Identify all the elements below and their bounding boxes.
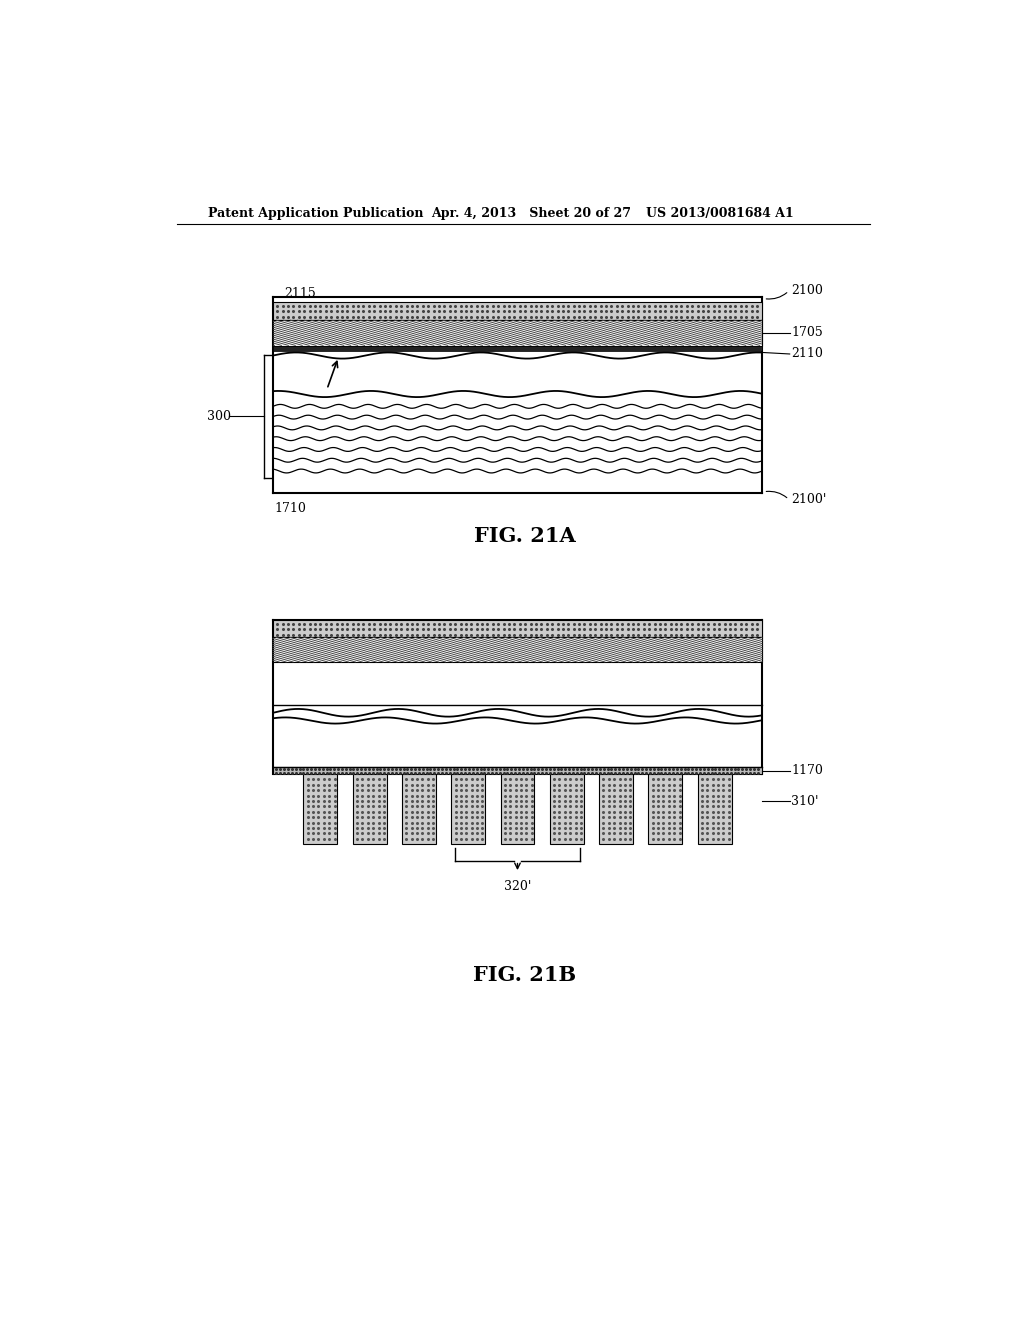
Text: Patent Application Publication: Patent Application Publication — [208, 207, 423, 220]
Text: 2110: 2110 — [792, 347, 823, 360]
Bar — [273, 351, 762, 494]
Text: 1710: 1710 — [274, 502, 306, 515]
Bar — [599, 775, 633, 843]
Text: FIG. 21A: FIG. 21A — [474, 525, 575, 545]
Bar — [273, 346, 762, 351]
Text: 2100': 2100' — [792, 492, 826, 506]
Text: 300: 300 — [207, 409, 230, 422]
Bar — [303, 775, 337, 843]
Bar — [273, 638, 762, 663]
Bar — [273, 302, 762, 321]
Bar — [550, 775, 584, 843]
Text: 2115: 2115 — [285, 286, 316, 300]
Text: 1705: 1705 — [792, 326, 823, 339]
Text: FIG. 21B: FIG. 21B — [473, 965, 577, 985]
Bar — [501, 775, 535, 843]
Text: 2100: 2100 — [792, 284, 823, 297]
Bar — [273, 620, 762, 638]
Bar — [402, 775, 436, 843]
Bar — [273, 321, 762, 346]
Text: 310': 310' — [792, 795, 819, 808]
Bar — [697, 775, 731, 843]
Text: US 2013/0081684 A1: US 2013/0081684 A1 — [646, 207, 795, 220]
Text: 320': 320' — [504, 879, 531, 892]
Bar — [648, 775, 682, 843]
Bar — [452, 775, 485, 843]
Text: 1170: 1170 — [792, 764, 823, 777]
Bar — [352, 775, 387, 843]
Bar — [273, 767, 762, 775]
Text: Apr. 4, 2013   Sheet 20 of 27: Apr. 4, 2013 Sheet 20 of 27 — [431, 207, 631, 220]
Bar — [273, 663, 762, 775]
